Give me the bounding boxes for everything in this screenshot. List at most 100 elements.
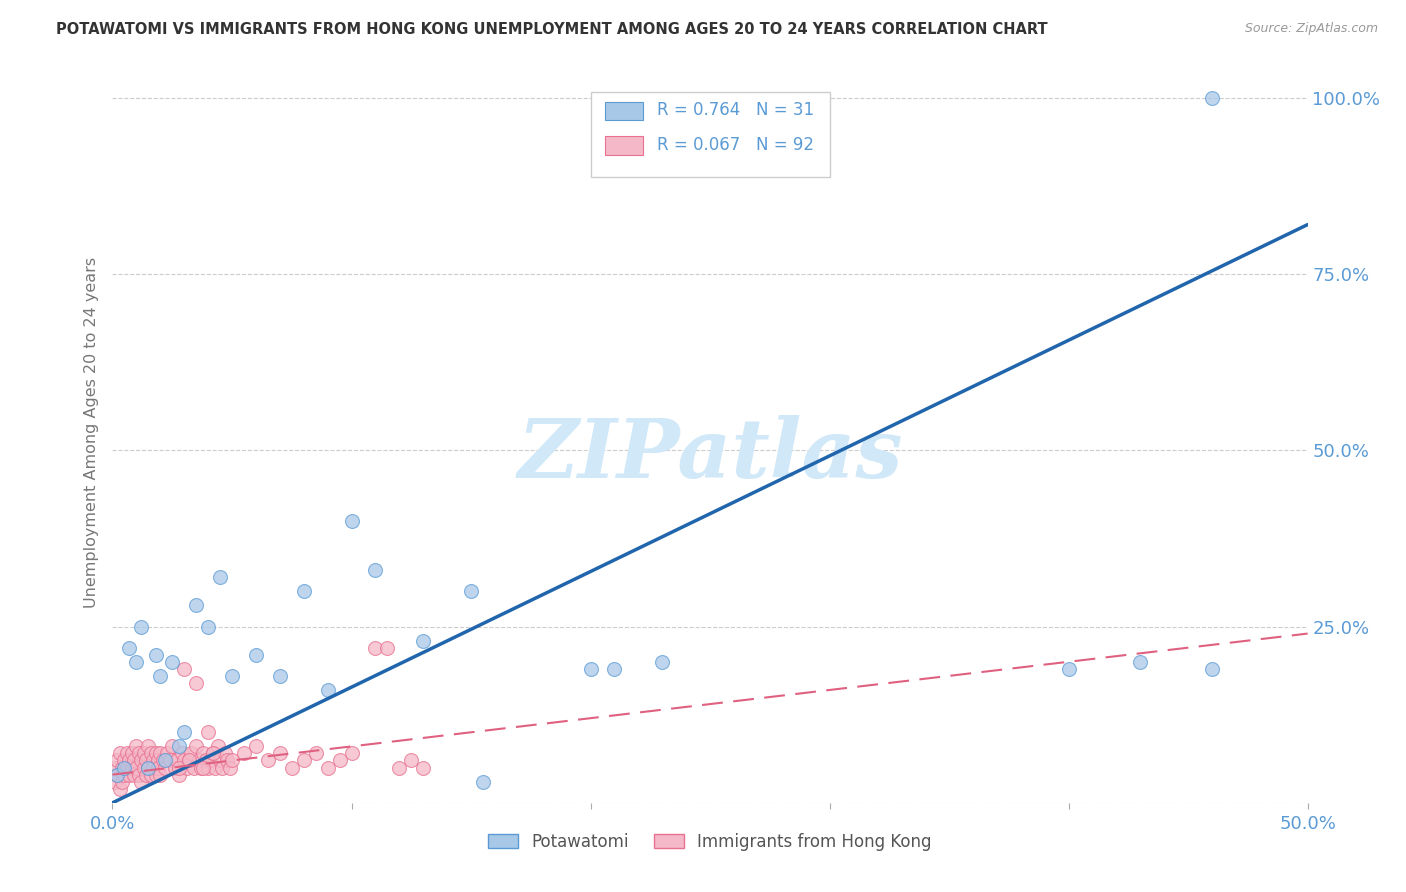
Point: [177, 754, 200, 768]
Point: [269, 747, 291, 761]
Point: [197, 619, 219, 633]
Point: [305, 747, 328, 761]
Point: [138, 739, 160, 754]
Point: [412, 633, 434, 648]
Point: [138, 760, 160, 774]
Point: [128, 767, 150, 781]
Point: [105, 754, 128, 768]
Point: [138, 760, 160, 774]
Point: [207, 739, 229, 754]
Point: [146, 754, 169, 768]
Point: [145, 747, 167, 761]
Text: R = 0.067   N = 92: R = 0.067 N = 92: [658, 136, 814, 153]
Point: [153, 760, 176, 774]
Text: ZIPatlas: ZIPatlas: [517, 415, 903, 495]
Point: [163, 760, 186, 774]
Point: [118, 767, 141, 781]
Point: [135, 767, 157, 781]
Point: [149, 767, 172, 781]
Bar: [605, 102, 643, 120]
Point: [152, 754, 174, 768]
Legend: Potawatomi, Immigrants from Hong Kong: Potawatomi, Immigrants from Hong Kong: [481, 826, 939, 857]
Point: [221, 754, 243, 768]
Point: [1201, 662, 1223, 676]
Point: [412, 760, 434, 774]
Point: [200, 754, 222, 768]
Point: [316, 683, 339, 698]
Point: [121, 747, 143, 761]
Point: [193, 760, 215, 774]
Point: [125, 655, 148, 669]
Point: [214, 747, 236, 761]
Point: [245, 739, 267, 754]
Point: [118, 754, 141, 768]
Text: POTAWATOMI VS IMMIGRANTS FROM HONG KONG UNEMPLOYMENT AMONG AGES 20 TO 24 YEARS C: POTAWATOMI VS IMMIGRANTS FROM HONG KONG …: [56, 22, 1047, 37]
Bar: [605, 136, 643, 155]
Point: [122, 767, 145, 781]
Point: [186, 676, 208, 690]
Point: [104, 760, 127, 774]
Point: [364, 640, 387, 655]
Point: [139, 747, 162, 761]
Point: [190, 760, 212, 774]
Point: [105, 767, 128, 781]
Point: [329, 754, 352, 768]
Point: [149, 747, 172, 761]
Point: [292, 584, 315, 599]
Point: [169, 760, 191, 774]
Point: [186, 739, 208, 754]
Point: [104, 774, 127, 789]
Point: [209, 754, 232, 768]
Point: [142, 754, 165, 768]
Point: [111, 774, 134, 789]
Point: [125, 739, 148, 754]
Point: [579, 662, 602, 676]
Point: [316, 760, 339, 774]
Point: [218, 760, 240, 774]
Point: [292, 754, 315, 768]
Y-axis label: Unemployment Among Ages 20 to 24 years: Unemployment Among Ages 20 to 24 years: [84, 257, 100, 608]
Point: [135, 754, 157, 768]
Point: [122, 754, 145, 768]
Point: [221, 669, 243, 683]
Point: [233, 747, 256, 761]
Point: [1129, 655, 1152, 669]
Point: [340, 514, 363, 528]
Point: [169, 739, 191, 754]
Point: [145, 648, 167, 662]
Text: R = 0.764   N = 31: R = 0.764 N = 31: [658, 101, 814, 119]
Point: [146, 760, 169, 774]
Point: [651, 655, 673, 669]
Point: [401, 754, 423, 768]
Point: [281, 760, 304, 774]
Point: [105, 767, 128, 781]
Point: [603, 662, 626, 676]
Point: [257, 754, 280, 768]
Point: [108, 781, 131, 796]
Point: [460, 584, 482, 599]
Point: [169, 767, 191, 781]
Point: [153, 754, 176, 768]
Point: [149, 669, 172, 683]
Point: [176, 760, 198, 774]
Point: [1057, 662, 1080, 676]
Point: [180, 747, 202, 761]
Point: [114, 760, 135, 774]
Point: [377, 640, 399, 655]
Point: [217, 754, 239, 768]
Point: [108, 747, 131, 761]
Point: [173, 725, 195, 739]
Point: [128, 747, 150, 761]
Point: [211, 760, 233, 774]
Point: [1201, 91, 1223, 105]
Point: [197, 725, 219, 739]
Point: [132, 760, 155, 774]
Point: [472, 774, 495, 789]
Point: [173, 662, 195, 676]
Point: [340, 747, 363, 761]
Point: [142, 760, 165, 774]
Point: [194, 754, 217, 768]
Point: [159, 754, 181, 768]
Point: [186, 599, 208, 613]
Point: [204, 760, 226, 774]
